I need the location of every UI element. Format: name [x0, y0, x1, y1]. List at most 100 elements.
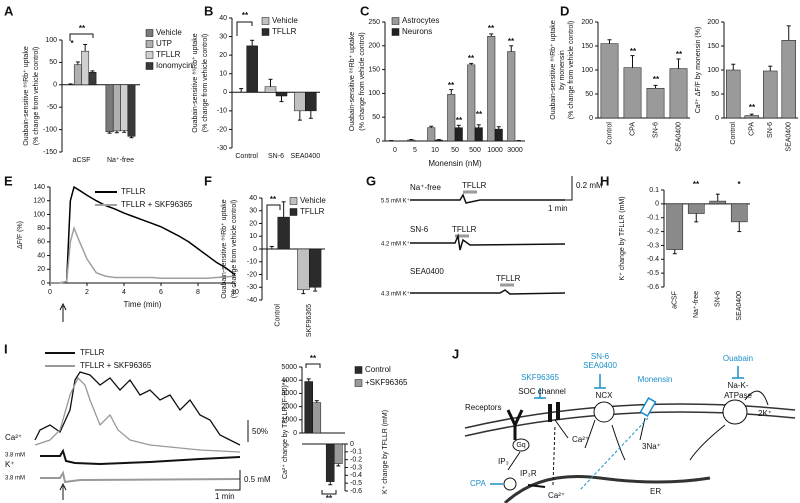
legend-label: TFLLR [300, 207, 325, 216]
x-tick-label: CPA [629, 122, 636, 136]
drug-label: Ouabain [723, 354, 753, 363]
x-tick-label: SN-6 [767, 122, 774, 138]
y-tick-label: 40 [249, 195, 257, 202]
y-tick-label: 150 [368, 66, 380, 73]
legend-label: +SKF96365 [365, 378, 408, 387]
significance: ** [79, 24, 86, 33]
y-axis-label: Ouabain-sensitive ⁸⁶Rb⁺ uptake [349, 32, 356, 132]
ca-trace [34, 371, 241, 446]
panel-letter: B [204, 3, 213, 18]
legend-swatch [145, 29, 154, 37]
y-axis-label: (% change from vehicle control) [231, 200, 238, 298]
line-series [50, 225, 236, 284]
y-tick-label: -0.6 [647, 284, 659, 291]
soc-channel [548, 404, 552, 422]
serca [503, 477, 517, 491]
bar [325, 443, 335, 482]
x-tick-label: SKF96365 [306, 304, 313, 337]
y-axis-label: Ouabain-sensitive ⁸⁶Rb⁺ uptake [192, 33, 199, 133]
x-tick-label: Control [730, 122, 737, 145]
arrow [744, 390, 769, 406]
bar [467, 64, 476, 142]
bar [88, 72, 97, 86]
bar [434, 139, 443, 142]
y-tick-label: 80 [37, 225, 45, 232]
x-tick-label: 1000 [487, 147, 503, 154]
panel-letter: H [600, 173, 609, 188]
panel-letter: J [452, 346, 459, 361]
x-tick-label: 2 [85, 289, 89, 296]
panel-letter: A [4, 3, 14, 18]
x-axis-label: Monensin (nM) [428, 159, 482, 168]
y-tick-label: 20 [37, 266, 45, 273]
bar [264, 86, 277, 93]
legend-label: Ionomycin [156, 61, 192, 70]
bar [730, 203, 748, 223]
y-tick-label: 60 [37, 239, 45, 246]
significance: ** [326, 494, 333, 503]
y-tick-label: 50 [49, 59, 57, 66]
panel-letter: F [204, 173, 212, 188]
y-tick-label: 4000 [281, 377, 297, 384]
baseline-label: 3.8 mM [5, 453, 25, 459]
panel-letter: C [360, 3, 370, 18]
bar [494, 128, 503, 142]
legend-label: Control [365, 365, 391, 374]
y-tick-label: -150 [43, 149, 57, 156]
trace-label: Ca²⁺ [5, 433, 22, 442]
bracket [266, 204, 281, 280]
ncx [593, 401, 615, 423]
y-tick-label: -0.2 [647, 228, 659, 235]
significance: ** [508, 37, 515, 46]
y-axis-label: Ouabain-sensitive ⁸⁶Rb⁺ uptake [550, 20, 557, 120]
receptor-label: IP₃R [520, 469, 537, 478]
y-tick-label: -0.1 [350, 449, 362, 456]
y-tick-label: 1000 [281, 417, 297, 424]
drug-label: SN-6 [591, 352, 610, 361]
soc-channel [556, 402, 560, 420]
x-tick-label: 0 [393, 147, 397, 154]
significance: ** [488, 24, 495, 33]
y-tick-label: 0 [376, 138, 380, 145]
y-axis-label: Ouabain-sensitive ⁸⁶Rb⁺ uptake [221, 199, 228, 299]
drug-label: Monensin [638, 375, 673, 384]
bar [105, 84, 114, 133]
bar [305, 92, 317, 112]
significance: ** [270, 195, 277, 204]
bar [246, 45, 258, 93]
arrows-e-i [59, 302, 67, 500]
y-tick-label: -0.2 [350, 457, 362, 464]
legend-swatch [145, 40, 154, 48]
scale-label: 1 min [548, 204, 568, 213]
y-tick-label: 10 [249, 233, 257, 240]
bar [112, 84, 121, 132]
y-tick-label: 200 [581, 19, 593, 26]
x-tick-label: 10 [431, 147, 439, 154]
y-tick-label: 0 [41, 280, 45, 287]
organelle-label: ER [650, 487, 661, 496]
y-tick-label: 10 [219, 71, 227, 78]
y-tick-label: 150 [707, 43, 719, 50]
scale-label: 0.5 mM [244, 475, 271, 484]
bar [781, 39, 796, 119]
scale-label: 1 min [215, 492, 235, 501]
ion-label: Ca²⁺ [548, 491, 565, 500]
significance: ** [693, 180, 700, 189]
y-axis-label: (% change from vehicle control) [568, 21, 575, 119]
y-axis-label: K⁺ change by TFLLR (mM) [619, 196, 626, 280]
drug-label: TFLLR [462, 181, 487, 190]
significance: ** [468, 54, 475, 63]
x-tick-label: 6 [159, 289, 163, 296]
y-tick-label: 100 [707, 67, 719, 74]
legend-swatch [354, 366, 363, 374]
bar [666, 203, 684, 250]
ion-label: 3Na⁺ [642, 442, 661, 451]
y-axis-label: (% change from vehicle control) [33, 47, 40, 145]
x-tick-label: Na⁺-free [107, 157, 134, 164]
baseline-label: 4.2 mM K⁺ [381, 241, 410, 248]
y-axis-label: (% change from vehicle control) [359, 32, 366, 130]
x-tick-label: SN-6 [652, 122, 659, 138]
messenger-label: IP₃ [498, 457, 509, 466]
y-axis-label: (% change from vehicle control) [202, 34, 209, 132]
bar [744, 115, 759, 119]
